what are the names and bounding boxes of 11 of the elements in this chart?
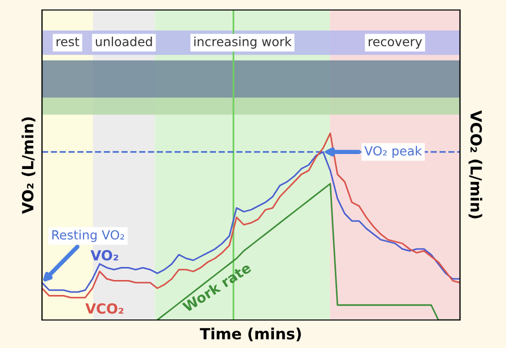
annotation: Resting VO₂: [52, 230, 124, 242]
annotation: VO₂ peak: [364, 146, 422, 158]
text: rest: [56, 37, 80, 46]
x-axis-title: Time (mins): [200, 328, 301, 342]
series-label: VO₂: [90, 250, 118, 261]
y-axis-title: VO₂ (L/min): [22, 117, 36, 214]
text: recovery: [368, 39, 422, 49]
y2-axis-title: VCO₂ (L/min): [468, 110, 482, 218]
text: unloaded: [96, 36, 152, 46]
text: increasing work: [194, 36, 292, 49]
series-label: VCO₂: [85, 303, 124, 314]
